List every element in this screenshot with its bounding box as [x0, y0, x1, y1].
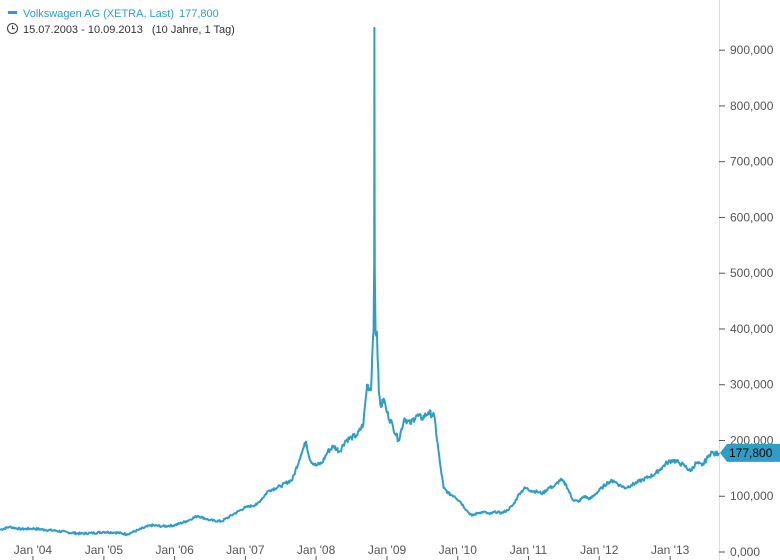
- x-tick-label: Jan '07: [226, 543, 265, 557]
- legend-series-label: Volkswagen AG (XETRA, Last) 177,800: [23, 8, 219, 20]
- y-tick-label: 700,000: [730, 155, 774, 169]
- y-axis-ticks: 0,000100,000200,000300,000400,000500,000…: [719, 43, 774, 559]
- x-tick-label: Jan '08: [297, 543, 336, 557]
- x-tick-label: Jan '12: [580, 543, 619, 557]
- series-line: [0, 26, 720, 536]
- legend-series-name: Volkswagen AG (XETRA, Last): [23, 8, 174, 20]
- y-tick-label: 0,000: [730, 545, 760, 559]
- x-tick-label: Jan '04: [14, 543, 53, 557]
- x-tick-label: Jan '10: [439, 543, 478, 557]
- y-tick-label: 900,000: [730, 43, 774, 57]
- period-label: (10 Jahre, 1 Tag): [152, 24, 235, 36]
- y-tick-label: 600,000: [730, 210, 774, 224]
- y-tick-label: 300,000: [730, 378, 774, 392]
- x-tick-label: Jan '05: [85, 543, 124, 557]
- legend-date-range: 15.07.2003 - 10.09.2013 (10 Jahre, 1 Tag): [23, 24, 235, 36]
- x-tick-label: Jan '11: [510, 543, 548, 557]
- y-tick-label: 100,000: [730, 489, 774, 503]
- price-tag-label: 177,800: [729, 446, 773, 460]
- y-tick-label: 800,000: [730, 99, 774, 113]
- y-tick-label: 400,000: [730, 322, 774, 336]
- y-tick-label: 500,000: [730, 266, 774, 280]
- date-range: 15.07.2003 - 10.09.2013: [23, 24, 143, 36]
- price-tag-background: [720, 443, 780, 462]
- legend-swatch: [8, 11, 17, 14]
- x-axis-ticks: Jan '04 Jan '05 Jan '06 Jan '07 Jan '08 Jan '…: [14, 543, 690, 560]
- legend-last-value: 177,800: [179, 8, 219, 20]
- x-tick-label: Jan '06: [155, 543, 194, 557]
- last-price-tag: 177,800: [720, 443, 780, 462]
- clock-icon: [6, 22, 19, 35]
- x-tick-label: Jan '09: [368, 543, 407, 557]
- x-tick-label: Jan '13: [651, 543, 690, 557]
- legend: Volkswagen AG (XETRA, Last) 177,800 15.07…: [6, 8, 235, 36]
